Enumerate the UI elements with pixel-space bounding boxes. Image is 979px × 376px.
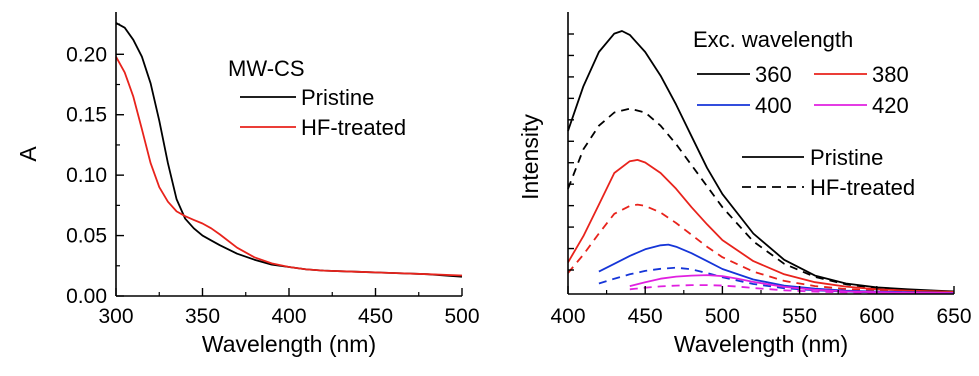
x-axis-title: Wavelength (nm) [674, 331, 848, 357]
legend-label: HF-treated [301, 115, 406, 140]
y-tick-label: 0.10 [66, 164, 107, 187]
legend-title: MW-CS [228, 56, 305, 81]
legend-style-label: Pristine [810, 145, 883, 170]
x-tick-label: 400 [550, 305, 585, 328]
legend-label: Pristine [301, 85, 374, 110]
legend-style-label: HF-treated [810, 175, 915, 200]
y-axis-title: A [15, 146, 41, 162]
series-line-380-hf-treated [567, 203, 955, 294]
x-tick-label: 400 [271, 305, 306, 328]
legend-title: Exc. wavelength [693, 27, 853, 52]
series-line-400-hf-treated [598, 266, 955, 295]
y-tick-label: 0.20 [66, 43, 107, 66]
series-line-420-hf-treated [629, 284, 955, 295]
legend-label: 360 [755, 62, 792, 87]
x-tick-label: 500 [444, 305, 479, 328]
y-tick-label: 0.00 [66, 285, 107, 308]
x-tick-label: 300 [98, 305, 133, 328]
x-tick-label: 350 [185, 305, 220, 328]
series-line-420-pristine [629, 274, 955, 295]
series-line-380-pristine [567, 159, 955, 293]
y-tick-label: 0.15 [66, 104, 107, 127]
legend-label: 420 [872, 93, 909, 118]
legend-label: 380 [872, 62, 909, 87]
x-tick-label: 450 [628, 305, 663, 328]
x-tick-label: 600 [859, 305, 894, 328]
x-tick-label: 500 [705, 305, 740, 328]
series-line-hf-treated [115, 56, 463, 277]
x-tick-label: 650 [936, 305, 971, 328]
x-tick-label: 450 [358, 305, 393, 328]
legend-label: 400 [755, 93, 792, 118]
y-tick-label: 0.05 [66, 225, 107, 248]
x-axis-title: Wavelength (nm) [202, 331, 376, 357]
x-tick-label: 550 [782, 305, 817, 328]
y-axis-title: Intensity [517, 114, 543, 200]
